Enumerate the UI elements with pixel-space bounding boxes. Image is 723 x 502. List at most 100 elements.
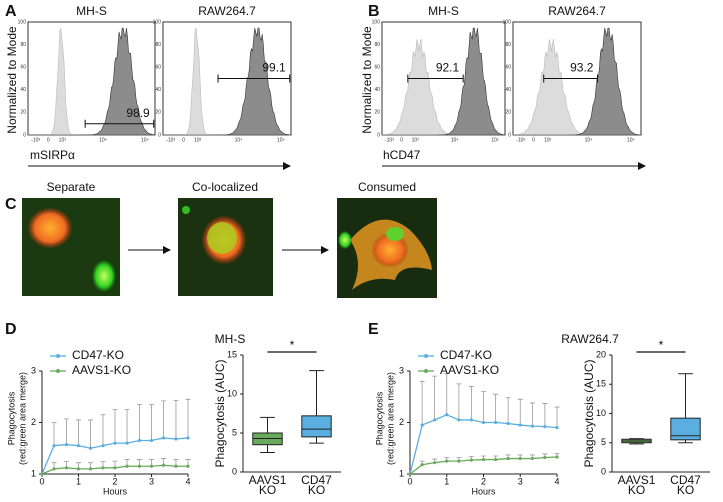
histogram-y-tick: 80 bbox=[20, 42, 26, 48]
y-tick-label: 3 bbox=[399, 365, 404, 375]
error-bar bbox=[173, 399, 179, 439]
histogram-y-tick: 20 bbox=[155, 110, 161, 116]
y-tick-label: 5 bbox=[232, 427, 237, 437]
marker bbox=[88, 467, 93, 471]
box bbox=[670, 417, 701, 441]
y-tick-label: 10 bbox=[227, 388, 237, 398]
histogram-x-tick: 0 bbox=[532, 137, 535, 143]
error-bar bbox=[88, 419, 94, 449]
marker bbox=[137, 438, 142, 443]
x-tick-label: 3 bbox=[518, 476, 523, 486]
y-tick-label: 1 bbox=[31, 468, 36, 478]
histogram-y-tick: 20 bbox=[374, 110, 380, 116]
marker bbox=[555, 455, 559, 459]
gate bbox=[543, 74, 598, 83]
histogram-x-tick: 10³ bbox=[412, 137, 420, 143]
marker bbox=[506, 421, 510, 426]
histogram-curve bbox=[382, 27, 506, 136]
y-tick-label: 20 bbox=[596, 349, 606, 359]
histogram-y-tick: 20 bbox=[505, 110, 511, 116]
y-tick-label: 5 bbox=[601, 437, 606, 447]
histogram-y-tick: 60 bbox=[155, 65, 161, 71]
x-tick-label: AAVS1 bbox=[618, 473, 656, 487]
marker bbox=[433, 461, 437, 465]
y-axis-label: Phagocytosis bbox=[6, 391, 16, 445]
histogram-y-tick: 40 bbox=[505, 87, 511, 93]
gate bbox=[217, 74, 291, 83]
x-tick-label: 0 bbox=[407, 476, 412, 486]
histogram-y-tick: 100 bbox=[153, 19, 162, 25]
gate-value: 98.9 bbox=[126, 106, 150, 120]
histogram-x-tick: 0 bbox=[47, 137, 50, 143]
image-caption: Separate bbox=[47, 180, 96, 194]
panel-title: MH-S bbox=[215, 332, 246, 346]
marker bbox=[149, 464, 154, 468]
marker bbox=[506, 456, 510, 461]
x-tick-label: 4 bbox=[185, 476, 190, 486]
y-tick-label: 3 bbox=[31, 365, 36, 375]
error-bar bbox=[161, 400, 167, 438]
marker bbox=[76, 467, 81, 471]
marker bbox=[174, 437, 178, 441]
error-bar bbox=[63, 418, 69, 445]
marker bbox=[433, 418, 437, 422]
significance-star: * bbox=[659, 338, 664, 352]
error-bar bbox=[112, 409, 118, 444]
x-tick-label: KO bbox=[259, 483, 276, 497]
histogram-title: RAW264.7 bbox=[198, 4, 256, 18]
error-bar bbox=[542, 403, 548, 427]
histogram-x-tick: 10⁵ bbox=[491, 137, 499, 143]
marker bbox=[64, 466, 69, 470]
x-tick-label: CD47 bbox=[301, 473, 332, 487]
marker bbox=[543, 455, 547, 460]
error-bar bbox=[517, 398, 523, 426]
histogram-title: MH-S bbox=[428, 4, 459, 18]
x-axis-label: Hours bbox=[471, 486, 496, 496]
histogram-y-tick: 100 bbox=[372, 19, 381, 25]
marker bbox=[101, 444, 105, 448]
y-axis-label: Normalized to Mode bbox=[5, 26, 19, 134]
y-tick-label: 0 bbox=[232, 466, 237, 476]
marker bbox=[530, 456, 534, 461]
histogram-x-tick: 10⁴ bbox=[451, 137, 459, 143]
marker bbox=[469, 418, 473, 422]
histogram-x-tick: 0 bbox=[400, 137, 403, 143]
histogram-x-tick: 10⁵ bbox=[627, 137, 635, 143]
histogram-y-tick: 20 bbox=[20, 110, 26, 116]
x-tick-label: KO bbox=[628, 483, 645, 497]
marker bbox=[481, 420, 486, 425]
error-bar bbox=[481, 391, 486, 423]
y-tick-label: 15 bbox=[227, 349, 237, 359]
panel-label: D bbox=[5, 321, 17, 338]
legend-label: CD47-KO bbox=[72, 348, 124, 362]
image-caption: Co-localized bbox=[192, 180, 258, 194]
x-tick-label: 1 bbox=[444, 476, 449, 486]
error-bar bbox=[136, 404, 142, 441]
x-tick-label: 0 bbox=[39, 476, 44, 486]
x-tick-label: KO bbox=[308, 483, 325, 497]
marker bbox=[518, 456, 522, 461]
marker bbox=[420, 463, 424, 467]
marker bbox=[186, 436, 190, 440]
marker bbox=[494, 457, 498, 462]
marker bbox=[445, 413, 449, 417]
panel-label: B bbox=[368, 3, 380, 20]
histogram-curve bbox=[513, 27, 642, 136]
legend-marker bbox=[424, 369, 428, 373]
error-bar bbox=[456, 383, 462, 420]
box bbox=[301, 415, 332, 438]
marker bbox=[113, 441, 117, 445]
x-tick-label: AAVS1 bbox=[249, 473, 287, 487]
x-tick-label: 3 bbox=[149, 476, 154, 486]
histogram-x-tick: -10³ bbox=[31, 137, 40, 143]
x-axis-label: hCD47 bbox=[383, 148, 421, 162]
marker bbox=[543, 425, 547, 429]
histogram-y-tick: 100 bbox=[503, 19, 512, 25]
error-bar bbox=[419, 380, 425, 426]
x-tick-label: 1 bbox=[76, 476, 81, 486]
y-axis-label: Normalized to Mode bbox=[360, 26, 374, 134]
x-tick-label: KO bbox=[677, 483, 694, 497]
y-axis-label: (red:green area merge) bbox=[385, 372, 395, 465]
marker bbox=[40, 472, 44, 476]
panel-label: E bbox=[368, 321, 379, 338]
